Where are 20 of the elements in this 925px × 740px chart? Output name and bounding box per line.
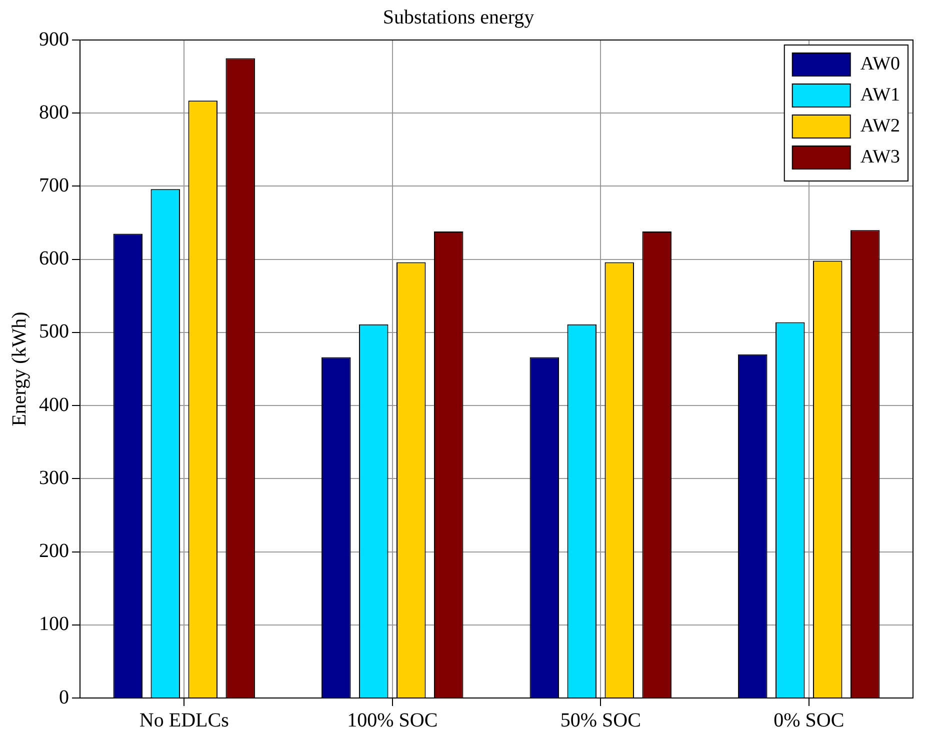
y-tick-label: 500 xyxy=(39,320,69,343)
x-tick-label: 0% SOC xyxy=(774,709,844,732)
legend-label: AW3 xyxy=(860,146,900,168)
y-tick-label: 200 xyxy=(39,540,69,562)
legend-label: AW0 xyxy=(860,53,900,74)
y-tick-label: 300 xyxy=(39,466,69,489)
y-tick-label: 800 xyxy=(39,101,69,124)
chart-title: Substations energy xyxy=(382,6,534,28)
y-tick-label: 700 xyxy=(39,174,69,196)
legend-label: AW1 xyxy=(860,84,900,106)
y-axis-title: Energy (kWh) xyxy=(8,312,30,426)
y-tick-label: 900 xyxy=(39,28,69,50)
x-tick-label: No EDLCs xyxy=(139,709,230,732)
x-tick-label: 100% SOC xyxy=(347,709,438,732)
y-tick-label: 0 xyxy=(59,686,69,708)
y-tick-label: 100 xyxy=(39,613,69,636)
legend-label: AW2 xyxy=(860,115,900,136)
x-tick-label: 50% SOC xyxy=(560,709,641,732)
y-tick-label: 400 xyxy=(39,394,69,416)
y-tick-label: 600 xyxy=(39,248,69,270)
